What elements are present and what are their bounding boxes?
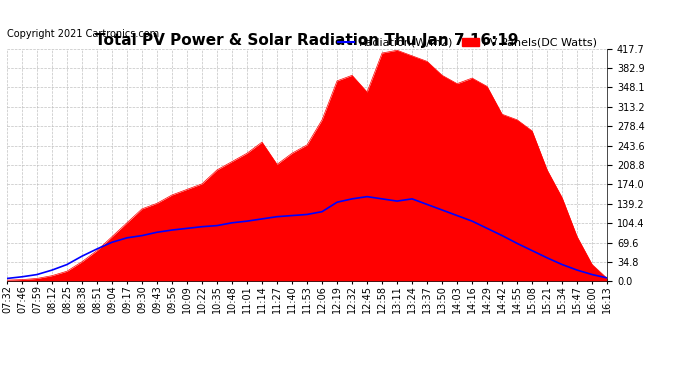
Title: Total PV Power & Solar Radiation Thu Jan 7 16:19: Total PV Power & Solar Radiation Thu Jan… <box>95 33 519 48</box>
Text: Copyright 2021 Cartronics.com: Copyright 2021 Cartronics.com <box>7 30 159 39</box>
Legend: Radiation(W/m2), PV Panels(DC Watts): Radiation(W/m2), PV Panels(DC Watts) <box>333 33 602 52</box>
